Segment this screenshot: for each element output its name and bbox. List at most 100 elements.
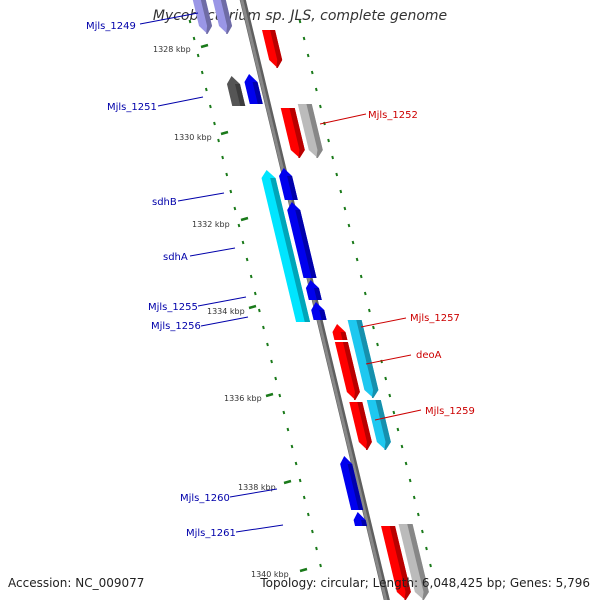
minor-tick (372, 325, 375, 330)
minor-tick (315, 546, 318, 551)
minor-tick (188, 19, 192, 24)
minor-tick (253, 291, 257, 296)
kbp-tick-label: 1340 kbp (251, 570, 289, 579)
label-leader-line (197, 296, 247, 307)
gene-sdhB-cyan-shade (270, 178, 311, 322)
gene-label-mjls-1252: Mjls_1252 (368, 110, 418, 121)
label-leader-line (365, 354, 412, 365)
minor-tick (274, 376, 278, 381)
gene-mjls-1255-shade (307, 288, 322, 300)
gene-mjls-1261 (353, 512, 368, 526)
minor-tick (233, 206, 237, 211)
major-tick (240, 216, 249, 222)
kbp-tick-label: 1338 kbp (238, 483, 276, 492)
minor-tick (339, 189, 343, 194)
gene-label-mjls-1257: Mjls_1257 (410, 313, 460, 324)
gene-next-gray-shade (407, 524, 429, 600)
kbp-tick-label: 1334 kbp (207, 307, 245, 316)
gene-mjls-1260 (340, 456, 364, 510)
gene-mjls-1252-shade (306, 104, 323, 158)
label-leader-line (374, 409, 422, 421)
label-leader-line (235, 524, 284, 533)
gene-mjls-1251b-shade (248, 82, 263, 104)
minor-tick (225, 172, 229, 177)
minor-tick (363, 291, 367, 296)
kbp-tick-label: 1336 kbp (224, 394, 262, 403)
minor-tick (425, 546, 428, 551)
gene-mjls-1256 (311, 302, 327, 320)
major-tick (299, 567, 308, 573)
minor-tick (319, 563, 322, 568)
minor-tick (249, 274, 253, 279)
minor-tick (412, 495, 416, 500)
minor-tick (367, 308, 371, 313)
minor-tick (319, 104, 322, 109)
minor-tick (404, 461, 408, 466)
gene-label-deoa: deoA (416, 350, 442, 361)
minor-tick (217, 138, 220, 143)
minor-tick (327, 138, 330, 143)
gene-mjls-1257 (347, 320, 379, 398)
gene-mjls-1251 (226, 76, 246, 106)
minor-tick (298, 19, 302, 24)
minor-tick (400, 444, 404, 449)
major-tick (283, 479, 292, 485)
label-leader-line (229, 488, 278, 498)
minor-tick (388, 393, 392, 398)
gene-label-mjls-1261: Mjls_1261 (186, 528, 236, 539)
minor-tick (343, 206, 347, 211)
minor-tick (266, 342, 269, 347)
minor-tick (298, 478, 302, 483)
gene-mjls-1259-shade (375, 400, 391, 450)
gene-arrows (192, 0, 429, 600)
gene-mjls-1252a (280, 108, 305, 158)
label-leader-line (139, 12, 199, 25)
minor-tick (384, 376, 388, 381)
minor-tick (392, 410, 396, 415)
label-leader-line (157, 96, 204, 107)
gene-deoA-red-shade (342, 342, 360, 400)
minor-tick (310, 70, 314, 75)
minor-tick (314, 87, 318, 92)
minor-tick (286, 427, 290, 432)
gene-mjls-1260-shade (347, 464, 364, 510)
tick-marks (188, 19, 432, 568)
gene-label-sdha: sdhA (163, 252, 188, 263)
gene-mjls-1249b-shade (220, 0, 233, 34)
gene-mjls-1259 (366, 400, 391, 450)
gene-mjls-1252 (297, 104, 323, 158)
minor-tick (421, 529, 424, 534)
gene-next-red (381, 526, 411, 600)
minor-tick (221, 155, 225, 160)
topology-text: Topology: circular; Length: 6,048,425 bp… (260, 576, 590, 590)
gene-sdhB (279, 168, 298, 200)
gene-mjls-1251-shade (230, 84, 246, 106)
gene-label-mjls-1249: Mjls_1249 (86, 21, 136, 32)
gene-mjls-1255 (305, 280, 322, 300)
kbp-ticks: 1328 kbp 1330 kbp 1332 kbp 1334 kbp 1336 kbp… (153, 43, 308, 579)
minor-tick (376, 342, 379, 347)
label-leader-line (189, 247, 236, 257)
gene-mjls-1259-red (349, 402, 372, 450)
gene-mjls-1250 (262, 30, 283, 68)
kbp-tick-label: 1328 kbp (153, 45, 191, 54)
gene-labels: Mjls_1249 Mjls_1251 Mjls_1252 sdhB sdhA Mjls_… (86, 12, 475, 539)
major-tick (220, 130, 229, 136)
gene-mjls-1257a (332, 324, 348, 340)
gene-mjls-1257a-shade (333, 332, 348, 340)
minor-tick (282, 410, 286, 415)
gene-deoA-red (334, 342, 360, 400)
gene-sdhA-shade (295, 210, 317, 278)
minor-tick (270, 359, 273, 364)
major-tick (200, 43, 209, 49)
minor-tick (347, 223, 351, 228)
minor-tick (306, 53, 310, 58)
minor-tick (335, 172, 339, 177)
minor-tick (237, 223, 241, 228)
minor-tick (192, 36, 196, 41)
minor-tick (416, 512, 420, 517)
label-leader-line (200, 316, 249, 327)
minor-tick (355, 257, 359, 262)
minor-tick (241, 240, 245, 245)
